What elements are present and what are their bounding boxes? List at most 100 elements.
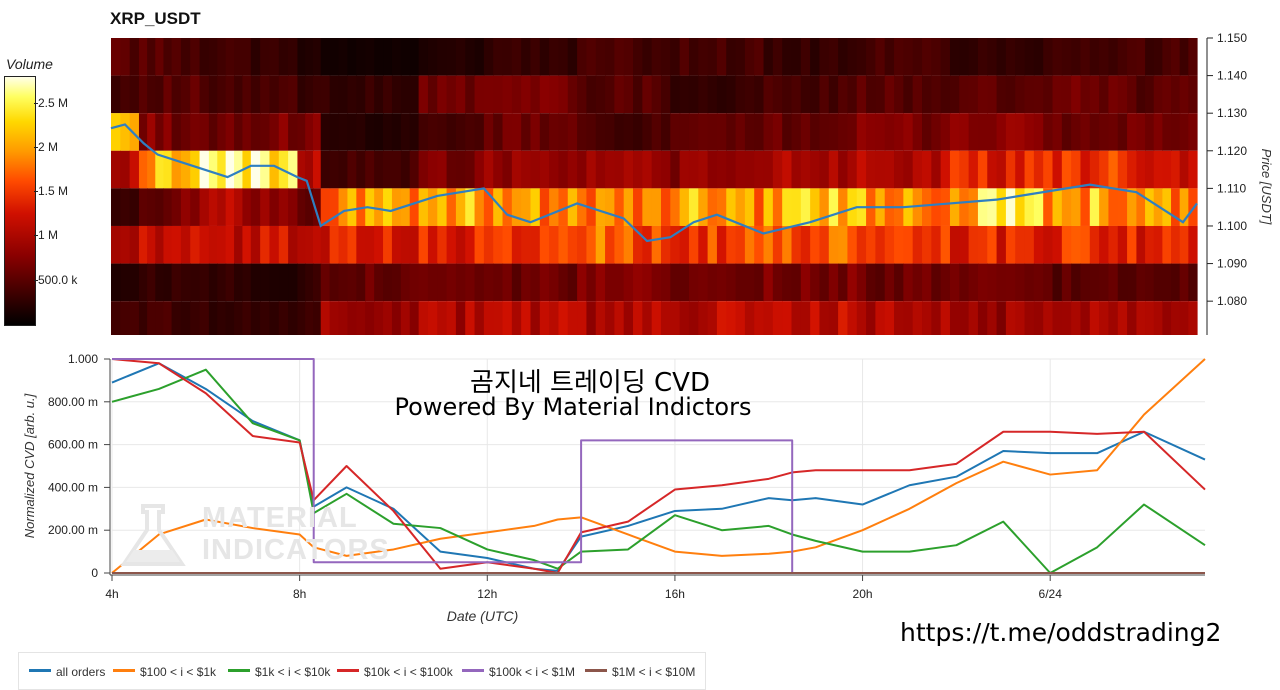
heatmap-cell [903, 301, 914, 335]
legend-item[interactable]: $100 < i < $1k [113, 665, 216, 679]
heatmap-cell [987, 225, 998, 264]
legend-item[interactable]: $100k < i < $1M [462, 665, 575, 679]
y-tick-label: 800.00 m [48, 395, 98, 409]
heatmap-cell [931, 113, 942, 151]
heatmap-cell [502, 38, 513, 76]
heatmap-cell [539, 113, 550, 151]
heatmap-cell [698, 225, 709, 264]
heatmap-cell [726, 150, 737, 189]
legend-swatch [462, 669, 484, 673]
legend-item[interactable]: $1M < i < $10M [585, 665, 695, 679]
heatmap-cell [455, 301, 466, 335]
heatmap-cell [374, 301, 384, 335]
heatmap-cell [1089, 301, 1100, 335]
heatmap-cell [391, 75, 402, 114]
heatmap-cell [155, 301, 165, 335]
heatmap-cell [800, 188, 811, 226]
heatmap-cell [356, 301, 366, 335]
heatmap-cell [1179, 38, 1189, 76]
heatmap-cell [754, 113, 765, 151]
heatmap-cell [455, 225, 466, 264]
heatmap-cell [539, 75, 550, 114]
heatmap-cell [847, 301, 858, 335]
heatmap-cell [866, 263, 876, 302]
heatmap-cell [539, 188, 550, 226]
heatmap-cell [866, 225, 876, 264]
heatmap-cell [1005, 75, 1016, 114]
heatmap-cell [374, 113, 384, 151]
heatmap-cell [383, 38, 393, 76]
cvd-line-chart[interactable]: 1.000 800.00 m 600.00 m 400.00 m 200.00 m 0 4h… [0, 0, 1280, 650]
heatmap-cell [1179, 113, 1189, 151]
heatmap-cell [828, 113, 839, 151]
volume-heatmap[interactable]: 1.150 1.140 1.130 1.120 1.110 1.100 1.090 1.080… [0, 0, 1280, 345]
heatmap-cell [120, 150, 131, 189]
heatmap-cell [242, 188, 252, 226]
heatmap-cell [949, 75, 960, 114]
heatmap-cell [642, 113, 653, 151]
heatmap-cell [977, 75, 988, 114]
heatmap-cell [912, 38, 923, 76]
heatmap-cell [180, 113, 191, 151]
heatmap-cell [1099, 38, 1110, 76]
heatmap-cell [1089, 150, 1100, 189]
heatmap-cell [1071, 188, 1082, 226]
heatmap-cell [400, 263, 411, 302]
heatmap-cell [716, 113, 727, 151]
heatmap-cell [819, 113, 830, 151]
heatmap-cell [347, 75, 357, 114]
heatmap-cell [1015, 263, 1026, 302]
heatmap-cell [147, 188, 156, 226]
heatmap-cell [400, 113, 411, 151]
heatmap-cell [474, 263, 485, 302]
telegram-link[interactable]: https://t.me/oddstrading2 [900, 618, 1222, 647]
heatmap-cell [530, 150, 541, 189]
legend-item[interactable]: $10k < i < $100k [337, 665, 453, 679]
heatmap-cell [586, 113, 597, 151]
heatmap-cell [365, 75, 375, 114]
heatmap-cell [558, 263, 569, 302]
colorbar-tick-mark [34, 146, 38, 148]
heatmap-cell [922, 301, 932, 335]
legend-item[interactable]: all orders [29, 665, 105, 679]
heatmap-cell [120, 75, 131, 114]
legend-item[interactable]: $1k < i < $10k [228, 665, 330, 679]
heatmap-cell [312, 188, 322, 226]
price-tick-label: 1.080 [1217, 294, 1247, 308]
legend-label: $1M < i < $10M [612, 665, 696, 679]
price-axis-label: Price [USDT] [1259, 149, 1274, 225]
heatmap-cell [171, 150, 182, 189]
x-axis-label: Date (UTC) [447, 608, 519, 624]
heatmap-cell [225, 263, 235, 302]
heatmap-cell [260, 113, 271, 151]
heatmap-cell [1043, 113, 1054, 151]
heatmap-cell [707, 188, 718, 226]
heatmap-cell [875, 75, 886, 114]
heatmap-cell [959, 301, 970, 335]
legend-swatch [228, 669, 250, 673]
heatmap-cell [190, 263, 201, 302]
heatmap-cell [1043, 301, 1054, 335]
heatmap-cell [1015, 75, 1026, 114]
heatmap-cell [949, 301, 960, 335]
heatmap-cell [1071, 263, 1082, 302]
heatmap-cell [269, 38, 280, 76]
heatmap-cell [190, 75, 201, 114]
heatmap-cell [1089, 188, 1100, 226]
heatmap-cell [483, 263, 494, 302]
heatmap-cell [772, 225, 783, 264]
heatmap-cell [418, 113, 429, 151]
heatmap-cell [763, 38, 774, 76]
heatmap-cell [530, 301, 541, 335]
heatmap-cell [208, 188, 218, 226]
heatmap-cell [670, 150, 681, 189]
heatmap-cell [800, 263, 811, 302]
heatmap-cell [297, 38, 306, 76]
heatmap-cell [1127, 301, 1138, 335]
heatmap-cell [754, 38, 765, 76]
heatmap-cell [1108, 113, 1119, 151]
heatmap-cell [586, 38, 597, 76]
heatmap-cell [614, 75, 625, 114]
heatmap-cell [1061, 263, 1072, 302]
heatmap-cell [800, 150, 811, 189]
